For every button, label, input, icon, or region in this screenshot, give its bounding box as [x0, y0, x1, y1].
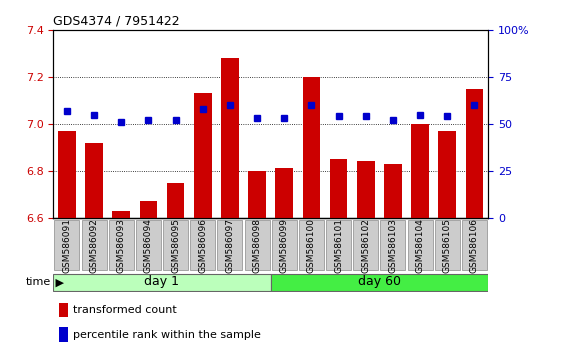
Bar	[194, 93, 211, 218]
Text: GSM586098: GSM586098	[252, 218, 261, 273]
FancyBboxPatch shape	[218, 220, 242, 270]
Bar	[59, 303, 68, 317]
FancyBboxPatch shape	[435, 220, 460, 270]
Bar	[357, 161, 375, 218]
FancyBboxPatch shape	[462, 220, 487, 270]
Bar	[302, 77, 320, 218]
FancyBboxPatch shape	[380, 220, 406, 270]
Text: GSM586103: GSM586103	[388, 218, 397, 273]
Text: GSM586091: GSM586091	[62, 218, 71, 273]
Text: GSM586097: GSM586097	[226, 218, 234, 273]
Text: GSM586092: GSM586092	[90, 218, 99, 273]
Bar	[112, 211, 130, 218]
Bar	[59, 327, 68, 342]
FancyBboxPatch shape	[245, 220, 270, 270]
Text: GSM586095: GSM586095	[171, 218, 180, 273]
FancyBboxPatch shape	[270, 274, 488, 291]
Bar	[330, 159, 347, 218]
Text: GSM586094: GSM586094	[144, 218, 153, 273]
FancyBboxPatch shape	[190, 220, 215, 270]
Text: GDS4374 / 7951422: GDS4374 / 7951422	[53, 14, 180, 27]
Bar	[411, 124, 429, 218]
Bar	[439, 131, 456, 218]
Text: GSM586096: GSM586096	[198, 218, 207, 273]
Bar	[249, 171, 266, 218]
FancyBboxPatch shape	[299, 220, 324, 270]
FancyBboxPatch shape	[136, 220, 161, 270]
Text: transformed count: transformed count	[73, 305, 177, 315]
Bar	[384, 164, 402, 218]
Text: GSM586099: GSM586099	[280, 218, 289, 273]
Text: GSM586093: GSM586093	[117, 218, 126, 273]
Bar	[140, 201, 157, 218]
FancyBboxPatch shape	[109, 220, 134, 270]
Bar	[466, 89, 484, 218]
Text: GSM586106: GSM586106	[470, 218, 479, 273]
Bar	[275, 169, 293, 218]
Text: time: time	[25, 277, 50, 287]
FancyBboxPatch shape	[54, 220, 80, 270]
FancyBboxPatch shape	[163, 220, 188, 270]
FancyBboxPatch shape	[81, 220, 107, 270]
Text: GSM586100: GSM586100	[307, 218, 316, 273]
Bar	[167, 183, 185, 218]
Text: ▶: ▶	[52, 277, 63, 287]
Text: percentile rank within the sample: percentile rank within the sample	[73, 330, 261, 339]
Text: GSM586101: GSM586101	[334, 218, 343, 273]
FancyBboxPatch shape	[53, 274, 270, 291]
Text: GSM586104: GSM586104	[416, 218, 425, 273]
Text: GSM586105: GSM586105	[443, 218, 452, 273]
Text: day 1: day 1	[145, 275, 180, 289]
Text: day 60: day 60	[358, 275, 401, 289]
Text: GSM586102: GSM586102	[361, 218, 370, 273]
FancyBboxPatch shape	[272, 220, 297, 270]
Bar	[58, 131, 76, 218]
Bar	[85, 143, 103, 218]
Bar	[221, 58, 239, 218]
FancyBboxPatch shape	[326, 220, 351, 270]
FancyBboxPatch shape	[408, 220, 433, 270]
FancyBboxPatch shape	[353, 220, 378, 270]
